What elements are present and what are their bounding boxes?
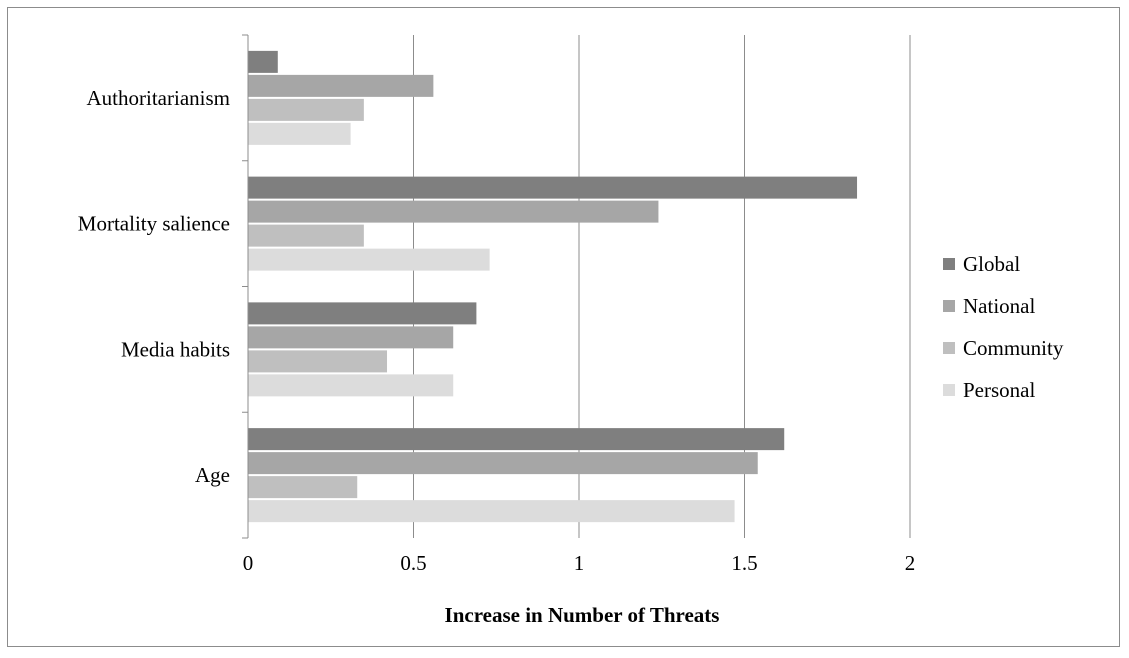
bar-national-authoritarianism <box>248 74 434 97</box>
x-tick-label: 1 <box>574 551 585 575</box>
bar-community-age <box>248 476 358 499</box>
x-axis-title: Increase in Number of Threats <box>445 603 720 627</box>
category-label: Mortality salience <box>78 212 230 236</box>
x-tick-label: 1.5 <box>731 551 757 575</box>
bar-community-media-habits <box>248 350 388 373</box>
bar-global-authoritarianism <box>248 50 278 73</box>
legend: Global National Community Personal <box>943 252 1064 402</box>
x-tick-label: 0.5 <box>400 551 426 575</box>
bar-national-age <box>248 452 758 475</box>
legend-swatch <box>943 258 955 270</box>
x-tick-label: 2 <box>905 551 916 575</box>
bar-global-age <box>248 428 785 451</box>
bar-community-authoritarianism <box>248 98 364 121</box>
bar-personal-age <box>248 500 735 523</box>
bar-community-mortality-salience <box>248 224 364 247</box>
bar-national-media-habits <box>248 326 454 349</box>
x-tick-label: 0 <box>243 551 254 575</box>
legend-label: Global <box>963 252 1020 276</box>
bar-chart: 0 0.5 1 1.5 2 Age Media habits Mortality salien… <box>78 34 1064 627</box>
bar-personal-mortality-salience <box>248 248 490 271</box>
labels: 0 0.5 1 1.5 2 Age Media habits Mortality salien… <box>78 86 915 575</box>
axes <box>242 34 249 539</box>
chart-frame: 0 0.5 1 1.5 2 Age Media habits Mortality salien… <box>7 7 1120 647</box>
legend-swatch <box>943 342 955 354</box>
legend-swatch <box>943 384 955 396</box>
legend-label: Community <box>963 336 1064 360</box>
bars <box>248 50 858 523</box>
category-label: Authoritarianism <box>87 86 230 110</box>
bar-national-mortality-salience <box>248 200 659 223</box>
legend-swatch <box>943 300 955 312</box>
legend-label: National <box>963 294 1035 318</box>
bar-personal-authoritarianism <box>248 122 351 145</box>
legend-label: Personal <box>963 378 1035 402</box>
bar-personal-media-habits <box>248 374 454 397</box>
category-label: Age <box>195 463 230 487</box>
bar-global-media-habits <box>248 302 477 325</box>
bar-global-mortality-salience <box>248 176 858 199</box>
category-label: Media habits <box>121 337 230 361</box>
